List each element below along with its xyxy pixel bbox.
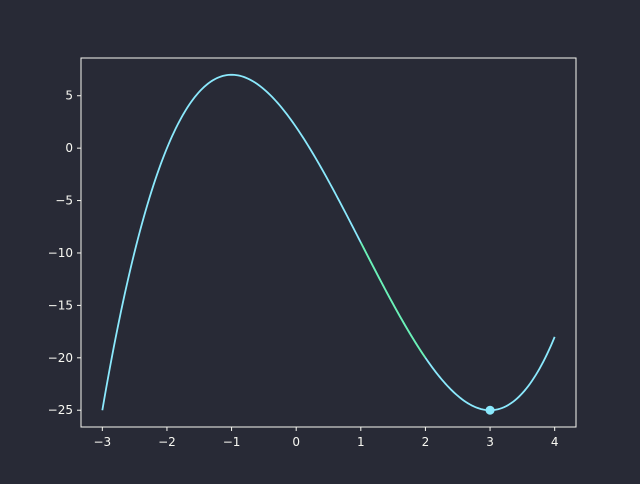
y-tick-label: −20 [48,351,73,365]
series-curve-line [101,73,556,412]
x-tick-label: −1 [223,435,241,449]
x-tick-label: −3 [93,435,111,449]
chart-marks [101,73,556,415]
minimum-point-marker [485,405,495,415]
y-axis: 5 0 −5 −10 −15 −20 −25 [48,89,81,417]
y-tick-label: 0 [65,141,73,155]
x-axis: −3 −2 −1 0 1 2 3 4 [93,427,558,449]
y-tick-label: −10 [48,246,73,260]
y-tick-label: −25 [48,403,73,417]
series-highlight-segment [360,242,427,359]
y-tick-label: −15 [48,298,73,312]
x-tick-label: 1 [357,435,365,449]
x-tick-label: 0 [292,435,300,449]
y-tick-label: 5 [65,89,73,103]
y-tick-label: −5 [55,194,73,208]
x-tick-label: 2 [422,435,430,449]
x-tick-label: 4 [551,435,559,449]
plot-area-frame [80,57,577,428]
x-tick-label: −2 [158,435,176,449]
x-tick-label: 3 [486,435,494,449]
